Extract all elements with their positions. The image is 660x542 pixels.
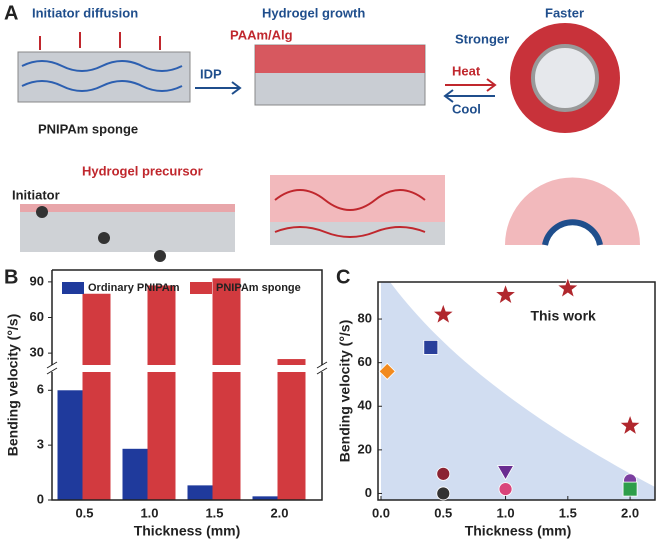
legend-swatch xyxy=(190,282,212,294)
data-point xyxy=(498,482,513,497)
bar xyxy=(122,448,148,500)
y-tick-label: 6 xyxy=(37,382,44,397)
bar xyxy=(147,372,176,500)
axis-frame xyxy=(377,281,656,501)
panel-label: C xyxy=(336,266,350,288)
data-point xyxy=(423,339,439,355)
bar xyxy=(82,293,111,365)
y-tick-label: 80 xyxy=(358,310,372,325)
material-label: PAAm/Alg xyxy=(230,27,293,42)
x-tick-label: 1.0 xyxy=(497,505,515,520)
stimulus-label: Heat xyxy=(452,63,481,78)
data-point xyxy=(493,282,518,305)
data-point xyxy=(618,413,642,436)
x-tick-label: 1.5 xyxy=(205,505,223,520)
material-label: Initiator xyxy=(12,187,60,202)
initiator-dot xyxy=(154,250,166,262)
axis-frame xyxy=(51,269,323,501)
x-tick-label: 2.0 xyxy=(621,505,639,520)
initiator-dot xyxy=(36,206,48,218)
data-point xyxy=(622,481,638,497)
axis-break xyxy=(46,361,328,375)
bar xyxy=(277,359,306,365)
legend-label: PNIPAm sponge xyxy=(216,282,301,294)
stimulus-label: Cool xyxy=(452,101,481,116)
y-tick-label: 60 xyxy=(358,354,372,369)
y-tick-label: 90 xyxy=(30,273,44,288)
x-tick-label: 0.5 xyxy=(75,505,93,520)
x-axis-label: Thickness (mm) xyxy=(134,523,241,539)
sponge xyxy=(270,222,445,245)
y-tick-label: 0 xyxy=(37,491,44,506)
step-label: Initiator diffusion xyxy=(32,5,138,20)
arrow xyxy=(445,78,497,92)
x-tick-label: 1.0 xyxy=(140,505,158,520)
x-axis-label: Thickness (mm) xyxy=(465,523,572,539)
x-tick-label: 0.5 xyxy=(434,505,452,520)
panel-label: A xyxy=(4,2,18,24)
legend-label: Ordinary PNIPAm xyxy=(88,282,180,294)
y-tick-label: 60 xyxy=(30,309,44,324)
bar xyxy=(187,485,213,500)
property-label: Faster xyxy=(545,5,584,20)
hydrogel-layer xyxy=(255,45,425,73)
material-label: Hydrogel precursor xyxy=(82,163,203,178)
fibers xyxy=(21,60,183,92)
y-tick-label: 0 xyxy=(365,485,372,500)
bar xyxy=(277,372,306,500)
arrow xyxy=(443,89,495,103)
data-point xyxy=(556,276,580,299)
y-tick-label: 20 xyxy=(358,441,372,456)
schematic xyxy=(17,23,640,262)
performance-region xyxy=(381,282,655,500)
sponge-ring xyxy=(542,219,603,246)
precursor-layer xyxy=(20,204,235,212)
tube-lumen xyxy=(531,44,599,112)
bar xyxy=(82,372,111,500)
annotation: This work xyxy=(530,308,596,324)
y-axis-label: Bending velocity (°/s) xyxy=(5,314,21,457)
data-point xyxy=(436,486,451,501)
arrows xyxy=(39,32,161,50)
y-tick-label: 40 xyxy=(358,398,372,413)
property-label: Stronger xyxy=(455,31,509,46)
data-point xyxy=(431,302,455,325)
bar xyxy=(212,372,241,500)
legend-swatch xyxy=(62,282,84,294)
bar xyxy=(147,285,176,365)
x-tick-label: 1.5 xyxy=(559,505,577,520)
arrow xyxy=(195,81,242,95)
sponge xyxy=(20,210,235,252)
data-point xyxy=(378,362,396,380)
data-point xyxy=(436,466,451,481)
sponge-block xyxy=(17,51,191,103)
y-tick-label: 3 xyxy=(37,437,44,452)
y-axis-label: Bending velocity (°/s) xyxy=(337,320,353,463)
initiator-dot xyxy=(98,232,110,244)
bar xyxy=(57,390,83,500)
step-label: Hydrogel growth xyxy=(262,5,365,20)
panel-label: B xyxy=(4,266,18,288)
material-label: PNIPAm sponge xyxy=(38,121,138,136)
x-tick-label: 2.0 xyxy=(270,505,288,520)
hydrogel-ring xyxy=(505,177,640,245)
bar xyxy=(252,496,278,500)
x-tick-label: 0.0 xyxy=(372,505,390,520)
network xyxy=(274,189,426,238)
process-label: IDP xyxy=(200,66,222,81)
bar xyxy=(212,278,241,365)
y-tick-label: 30 xyxy=(30,345,44,360)
data-point xyxy=(496,465,515,481)
